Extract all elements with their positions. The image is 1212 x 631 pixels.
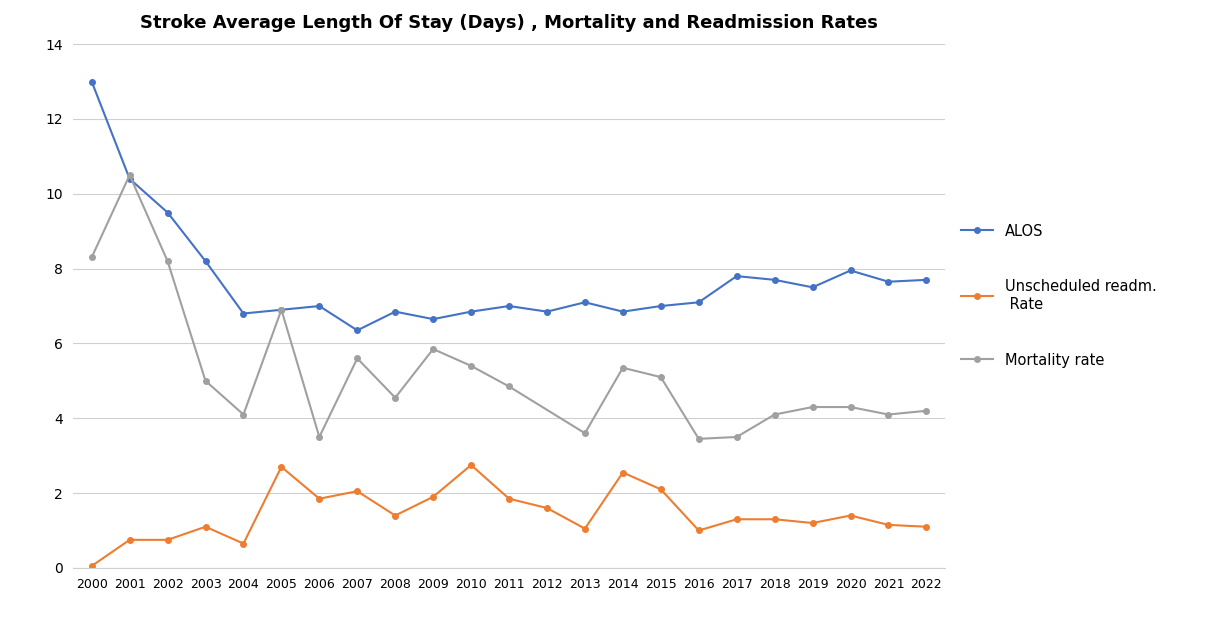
Mortality rate — [502, 382, 516, 390]
Unscheduled readm.
 Rate — [578, 525, 593, 533]
Unscheduled readm.
 Rate — [199, 523, 213, 531]
ALOS — [881, 278, 896, 285]
Unscheduled readm.
 Rate — [767, 516, 782, 523]
Mortality rate — [236, 411, 251, 418]
ALOS — [805, 283, 819, 291]
Mortality rate — [311, 433, 326, 440]
Unscheduled readm.
 Rate — [311, 495, 326, 502]
ALOS — [85, 78, 99, 85]
Mortality rate — [881, 411, 896, 418]
Mortality rate — [122, 171, 137, 179]
Line: Unscheduled readm.
 Rate: Unscheduled readm. Rate — [88, 463, 930, 569]
Unscheduled readm.
 Rate — [236, 540, 251, 547]
Mortality rate — [616, 364, 630, 372]
Mortality rate — [767, 411, 782, 418]
ALOS — [767, 276, 782, 284]
ALOS — [122, 175, 137, 182]
Mortality rate — [692, 435, 707, 442]
ALOS — [653, 302, 668, 310]
ALOS — [160, 209, 175, 216]
Unscheduled readm.
 Rate — [692, 527, 707, 534]
ALOS — [350, 327, 365, 334]
Unscheduled readm.
 Rate — [274, 463, 288, 471]
ALOS — [730, 273, 744, 280]
Mortality rate — [464, 362, 479, 370]
Mortality rate — [199, 377, 213, 385]
Mortality rate — [844, 403, 858, 411]
ALOS — [539, 308, 554, 316]
Unscheduled readm.
 Rate — [160, 536, 175, 544]
ALOS — [199, 257, 213, 265]
Line: Mortality rate: Mortality rate — [88, 172, 930, 442]
Unscheduled readm.
 Rate — [388, 512, 402, 519]
ALOS — [464, 308, 479, 316]
Mortality rate — [805, 403, 819, 411]
ALOS — [236, 310, 251, 317]
Mortality rate — [919, 407, 933, 415]
ALOS — [502, 302, 516, 310]
Line: ALOS: ALOS — [88, 79, 930, 333]
Unscheduled readm.
 Rate — [919, 523, 933, 531]
Unscheduled readm.
 Rate — [425, 493, 440, 500]
ALOS — [388, 308, 402, 316]
ALOS — [844, 267, 858, 274]
Unscheduled readm.
 Rate — [616, 469, 630, 476]
Unscheduled readm.
 Rate — [85, 562, 99, 570]
ALOS — [425, 316, 440, 323]
Unscheduled readm.
 Rate — [122, 536, 137, 544]
Unscheduled readm.
 Rate — [539, 504, 554, 512]
Mortality rate — [653, 374, 668, 381]
Unscheduled readm.
 Rate — [730, 516, 744, 523]
Unscheduled readm.
 Rate — [805, 519, 819, 527]
Unscheduled readm.
 Rate — [844, 512, 858, 519]
Mortality rate — [730, 433, 744, 440]
ALOS — [692, 298, 707, 306]
Mortality rate — [160, 257, 175, 265]
Mortality rate — [578, 430, 593, 437]
Mortality rate — [388, 394, 402, 401]
Mortality rate — [350, 355, 365, 362]
ALOS — [616, 308, 630, 316]
Title: Stroke Average Length Of Stay (Days) , Mortality and Readmission Rates: Stroke Average Length Of Stay (Days) , M… — [141, 13, 877, 32]
Unscheduled readm.
 Rate — [350, 487, 365, 495]
ALOS — [919, 276, 933, 284]
Legend: ALOS, Unscheduled readm.
 Rate, Mortality rate: ALOS, Unscheduled readm. Rate, Mortality… — [961, 223, 1157, 368]
Mortality rate — [274, 306, 288, 314]
Unscheduled readm.
 Rate — [653, 486, 668, 493]
Unscheduled readm.
 Rate — [502, 495, 516, 502]
ALOS — [274, 306, 288, 314]
Mortality rate — [85, 254, 99, 261]
Unscheduled readm.
 Rate — [464, 461, 479, 469]
ALOS — [578, 298, 593, 306]
Unscheduled readm.
 Rate — [881, 521, 896, 529]
ALOS — [311, 302, 326, 310]
Mortality rate — [425, 345, 440, 353]
